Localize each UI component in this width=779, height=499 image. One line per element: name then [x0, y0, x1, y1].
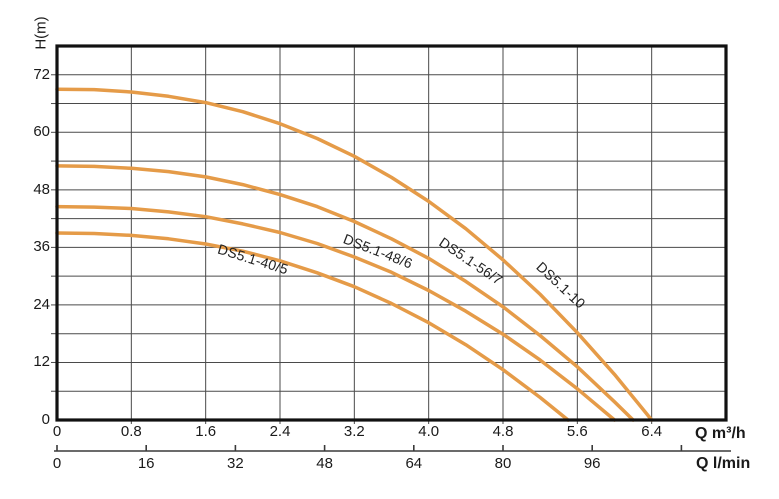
y-tick-label: 0 [41, 411, 50, 428]
pump-curve-3 [55, 87, 654, 422]
lmin-tick-label: 96 [583, 455, 601, 472]
y-tick-label: 36 [33, 238, 50, 256]
x-tick-label: 4.0 [418, 423, 440, 440]
x-tick-label: 0 [52, 423, 62, 440]
lmin-tick-label: 0 [52, 455, 62, 472]
pump-curve-0 [55, 231, 570, 422]
x-tick-label: 5.6 [566, 423, 588, 440]
y-tick-label: 12 [33, 353, 50, 371]
x-tick-label: 2.4 [269, 423, 291, 440]
y-tick-label: 60 [33, 123, 50, 141]
y-tick-label: 48 [33, 180, 50, 198]
pump-curve-2 [55, 164, 635, 422]
x-tick-label: 0.8 [120, 423, 142, 440]
pump-curve-1 [55, 204, 617, 422]
x-axis-unit-lmin: Q l/min [696, 455, 751, 472]
x-tick-label: 3.2 [343, 423, 365, 440]
x-tick-label: 4.8 [492, 423, 514, 440]
lmin-tick-label: 64 [405, 455, 423, 472]
plot-frame [55, 44, 728, 422]
x-tick-label: 6.4 [641, 423, 663, 440]
x-axis-unit-m3h: Q m³/h [695, 425, 746, 442]
lmin-tick-label: 16 [137, 455, 155, 472]
x-tick-label: 1.6 [195, 423, 217, 440]
lmin-tick-label: 48 [316, 455, 333, 472]
y-tick-label: 72 [33, 65, 50, 83]
lmin-tick-label: 32 [227, 455, 244, 472]
y-axis-title: H(m) [32, 16, 50, 50]
lmin-tick-label: 80 [494, 455, 512, 472]
y-tick-label: 24 [33, 295, 50, 313]
